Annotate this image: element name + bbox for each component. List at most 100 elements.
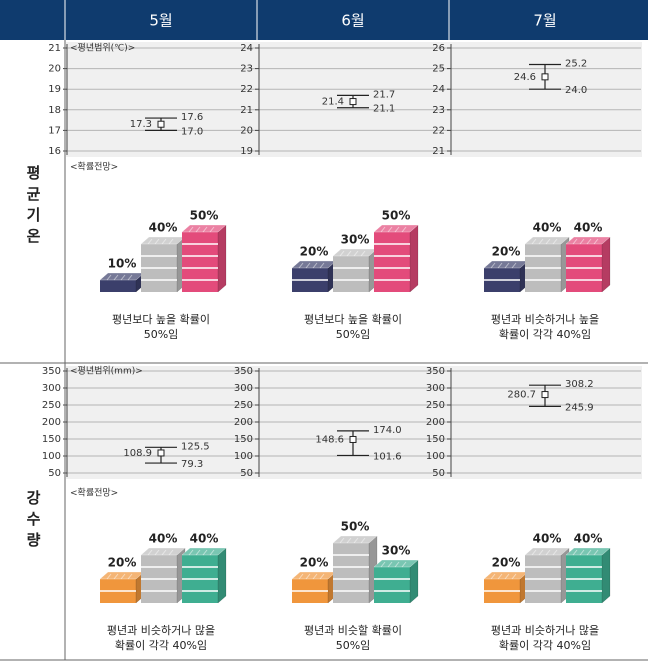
stack-stripe: [188, 549, 194, 556]
caption-line: 50%임: [144, 328, 179, 341]
stack-stripe: [545, 549, 551, 556]
stack-front: [374, 567, 410, 603]
stack-top-light: [182, 548, 226, 555]
stack-stripe: [401, 226, 407, 233]
stack-top-light: [182, 225, 226, 232]
stack-stripe: [579, 238, 585, 245]
high-label: 174.0: [373, 425, 402, 436]
y-tick-label: 22: [240, 84, 253, 95]
probability-label: 20%: [300, 245, 329, 259]
mean-marker: [541, 73, 549, 81]
stack-stripe: [401, 561, 407, 568]
stack-top-light: [484, 261, 528, 268]
mean-label: 21.4: [322, 97, 344, 108]
stack-stripe: [346, 250, 352, 257]
stack-stripe: [593, 549, 599, 556]
stack-side-shade: [410, 225, 418, 292]
stack-stripe: [572, 549, 578, 556]
stack-side-shade: [218, 548, 226, 603]
stack-top: [565, 236, 611, 245]
stack-stripe: [497, 573, 503, 580]
y-tick-label: 20: [48, 64, 61, 75]
stack-stripe: [202, 549, 208, 556]
stack-top-light: [100, 273, 144, 280]
stack-front: [374, 232, 410, 292]
stack-stripe: [319, 262, 325, 269]
caption-line: 평년과 비슷할 확률이: [304, 624, 402, 637]
stack-front: [100, 280, 136, 292]
stack-top-light: [374, 225, 418, 232]
probability-label: 40%: [574, 532, 603, 546]
stack-top: [373, 559, 419, 568]
stack-top: [373, 224, 419, 233]
y-tick-label: 17: [48, 125, 61, 136]
stack-stripe: [380, 226, 386, 233]
y-tick-label: 25: [432, 64, 445, 75]
y-tick-label: 26: [432, 43, 445, 54]
caption-line: 평년과 비슷하거나 많을: [491, 623, 599, 637]
stack-stripe: [168, 238, 174, 245]
y-tick-label: 250: [426, 400, 445, 411]
stack-stripe: [120, 274, 126, 281]
stack-top-light: [484, 572, 528, 579]
high-label: 25.2: [565, 58, 587, 69]
y-tick-label: 18: [48, 105, 61, 116]
stack-stripe: [353, 537, 359, 544]
stack-stripe: [209, 226, 215, 233]
y-tick-label: 21: [48, 43, 61, 54]
range-label: <평년범위(℃)>: [70, 43, 135, 54]
stack-stripe: [552, 549, 558, 556]
stack-top-light: [525, 548, 569, 555]
outlook-label: <확률전망>: [70, 161, 118, 173]
stack-top-light: [292, 572, 336, 579]
stack-stripe: [490, 262, 496, 269]
section-label: 평균기온: [24, 164, 42, 249]
stack-stripe: [312, 573, 318, 580]
probability-label: 50%: [382, 209, 411, 223]
stack-stripe: [504, 573, 510, 580]
stack-stripe: [490, 573, 496, 580]
stack-stripe: [572, 238, 578, 245]
stack-stripe: [339, 537, 345, 544]
y-tick-label: 21: [240, 105, 253, 116]
stack-side-shade: [218, 225, 226, 292]
stack-stripe: [504, 262, 510, 269]
stack-top-light: [100, 572, 144, 579]
stack-stripe: [394, 561, 400, 568]
probability-label: 20%: [492, 556, 521, 570]
caption-line: 평년보다 높을 확률이: [304, 313, 402, 326]
y-tick-label: 150: [426, 434, 445, 445]
probability-label: 30%: [341, 233, 370, 247]
stack-stripe: [147, 238, 153, 245]
stack-stripe: [154, 549, 160, 556]
y-tick-label: 19: [48, 84, 61, 95]
stack-stripe: [319, 573, 325, 580]
y-tick-label: 350: [42, 366, 61, 377]
high-label: 308.2: [565, 379, 594, 390]
stack-top-light: [566, 548, 610, 555]
caption-line: 50%임: [336, 639, 371, 652]
stack-stripe: [387, 226, 393, 233]
month-label: 6월: [341, 12, 364, 30]
stack-stripe: [339, 250, 345, 257]
stack-stripe: [127, 573, 133, 580]
stack-stripe: [305, 262, 311, 269]
section-label: 강수량: [24, 489, 42, 553]
stack-stripe: [360, 250, 366, 257]
y-tick-label: 250: [234, 400, 253, 411]
stack-stripe: [380, 561, 386, 568]
outlook-label: <확률전망>: [70, 487, 118, 499]
y-tick-label: 20: [240, 125, 253, 136]
probability-label: 40%: [149, 221, 178, 235]
stack-top-light: [566, 237, 610, 244]
stack-top: [181, 224, 227, 233]
stack-stripe: [113, 274, 119, 281]
stack-stripe: [188, 226, 194, 233]
y-tick-label: 250: [42, 400, 61, 411]
caption-line: 평년과 비슷하거나 많을: [107, 623, 215, 637]
probability-label: 20%: [108, 556, 137, 570]
mean-marker: [349, 98, 357, 106]
low-label: 24.0: [565, 85, 587, 96]
mean-marker: [157, 120, 165, 128]
stack-stripe: [538, 549, 544, 556]
